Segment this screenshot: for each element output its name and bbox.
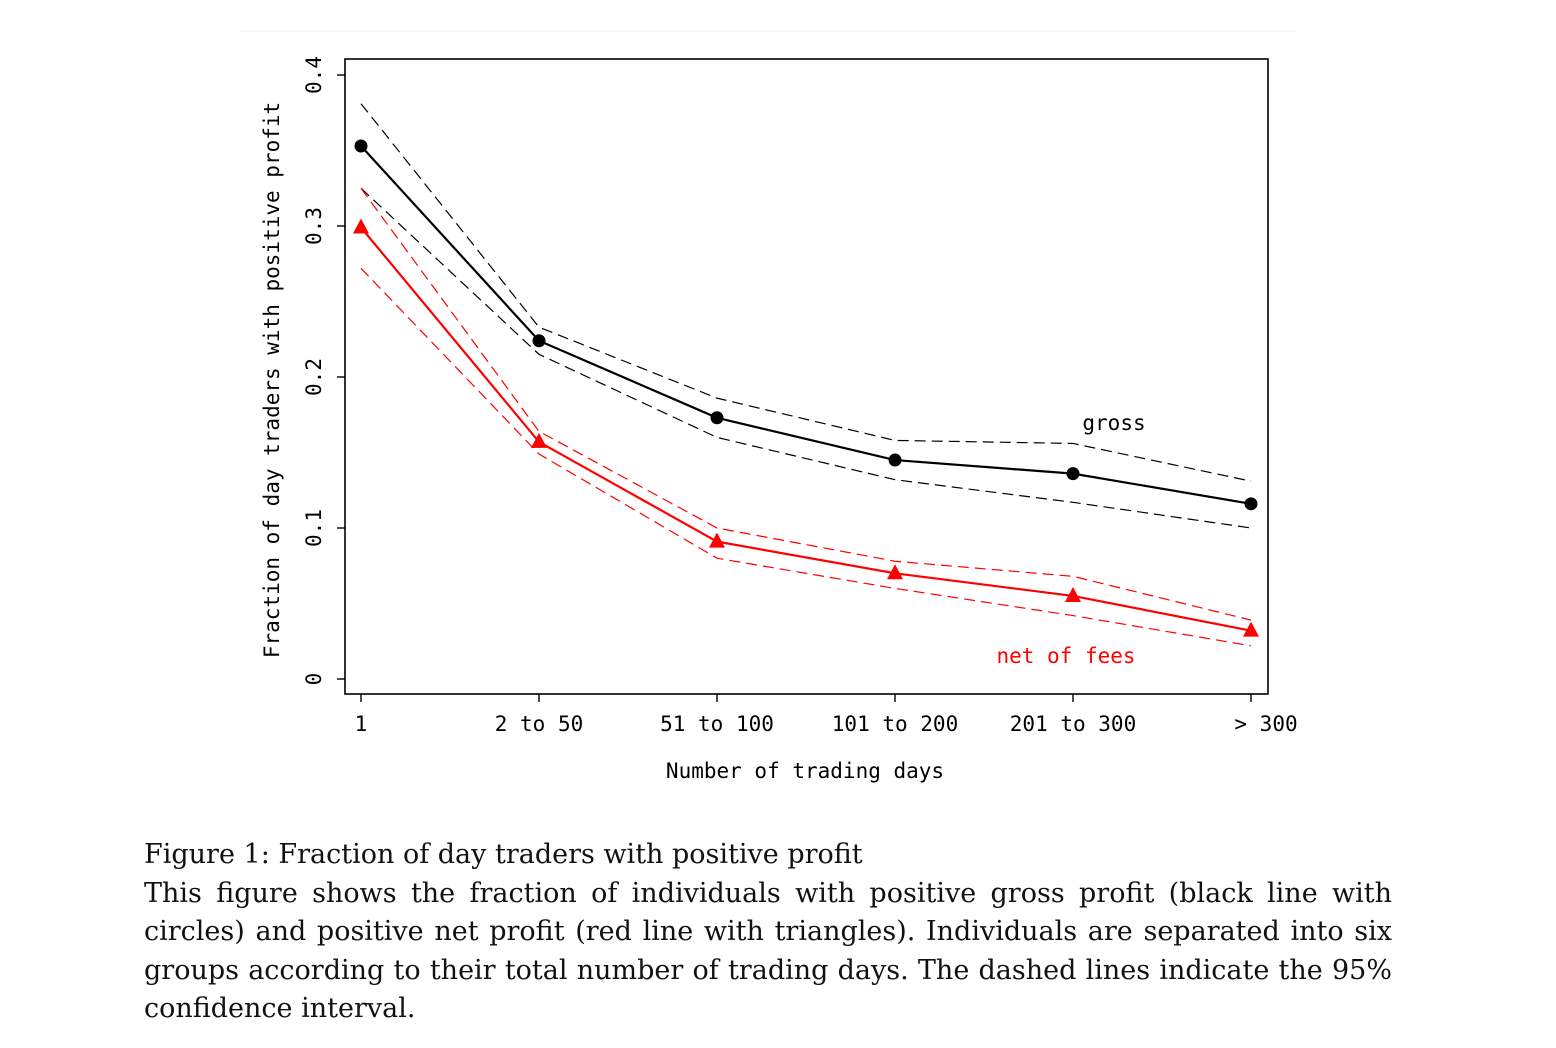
caption-body: This figure shows the fraction of indivi… xyxy=(144,877,1392,1025)
y-axis-label: Fraction of day traders with positive pr… xyxy=(260,102,284,658)
data-point xyxy=(1244,497,1258,511)
x-tick-label: 101 to 200 xyxy=(832,712,958,736)
x-tick-label: 201 to 300 xyxy=(1010,712,1136,736)
data-point xyxy=(887,564,903,580)
data-point xyxy=(532,334,546,348)
y-tick-label: 0.4 xyxy=(302,56,326,94)
ci-lower-line-gross xyxy=(360,187,1252,529)
data-point xyxy=(888,453,902,467)
series-label-net: net of fees xyxy=(996,644,1135,668)
data-point xyxy=(709,532,725,548)
data-point xyxy=(531,432,547,448)
y-tick-label: 0.3 xyxy=(302,207,326,245)
y-tick-label: 0.1 xyxy=(302,509,326,547)
x-tick-label: 2 to 50 xyxy=(495,712,584,736)
figure-caption: Figure 1: Fraction of day traders with p… xyxy=(144,836,1392,1029)
series-label-gross: gross xyxy=(1082,411,1145,435)
line-chart: 0 0.1 0.2 0.3 0.4 1 2 to 50 51 to 100 101 to 200… xyxy=(240,30,1298,783)
x-tick-label: 51 to 100 xyxy=(660,712,774,736)
caption-title: Figure 1: Fraction of day traders with p… xyxy=(144,839,863,870)
ci-upper-line-gross xyxy=(360,103,1252,482)
ci-lower-line-net xyxy=(360,267,1252,647)
data-point xyxy=(1066,467,1080,481)
x-tick-label: 1 xyxy=(355,712,368,736)
x-axis-label: Number of trading days xyxy=(666,759,944,783)
data-point xyxy=(353,218,369,234)
data-point xyxy=(354,139,368,153)
data-point xyxy=(710,411,724,425)
x-tick-label: > 300 xyxy=(1234,712,1297,736)
series-line-net xyxy=(360,226,1252,632)
y-tick-label: 0 xyxy=(302,673,326,686)
data-point xyxy=(1065,586,1081,602)
y-tick-label: 0.2 xyxy=(302,358,326,396)
data-point xyxy=(1243,621,1259,637)
ci-upper-line-net xyxy=(360,187,1252,621)
series-line-gross xyxy=(360,145,1252,505)
